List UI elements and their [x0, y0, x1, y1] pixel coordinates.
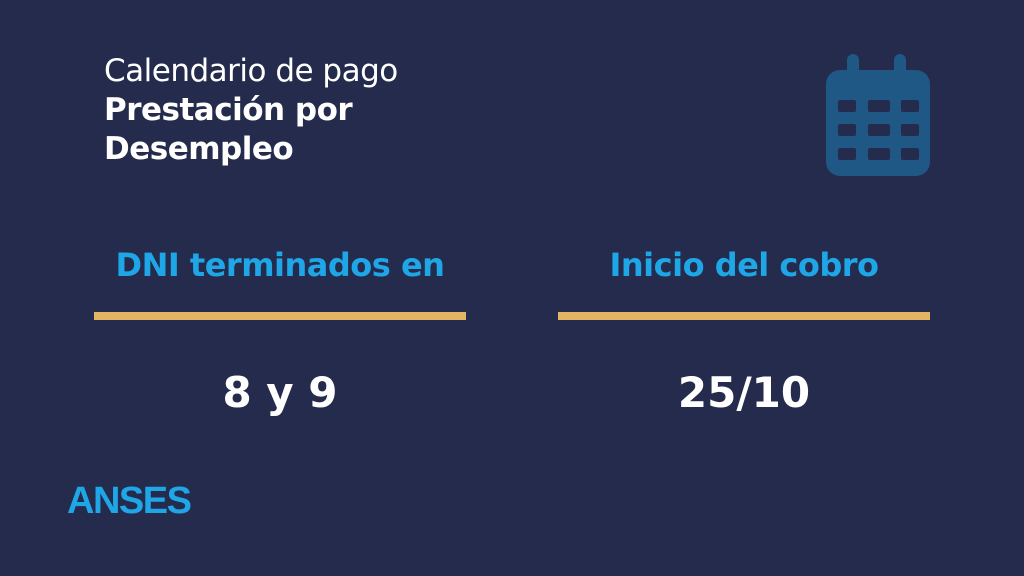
title-line-1: Calendario de pago: [104, 53, 398, 89]
value-dni: 8 y 9: [222, 368, 338, 417]
column-header-dni: DNI terminados en: [115, 246, 445, 284]
page-title: Calendario de pago Prestación por Desemp…: [104, 52, 398, 169]
divider-inicio: [558, 312, 930, 320]
anses-logo: ANSES: [67, 480, 192, 522]
title-line-2: Prestación por: [104, 92, 353, 128]
column-header-inicio: Inicio del cobro: [609, 246, 879, 284]
title-line-3: Desempleo: [104, 131, 294, 167]
calendar-icon: [826, 54, 930, 176]
value-inicio: 25/10: [677, 368, 811, 417]
divider-dni: [94, 312, 466, 320]
